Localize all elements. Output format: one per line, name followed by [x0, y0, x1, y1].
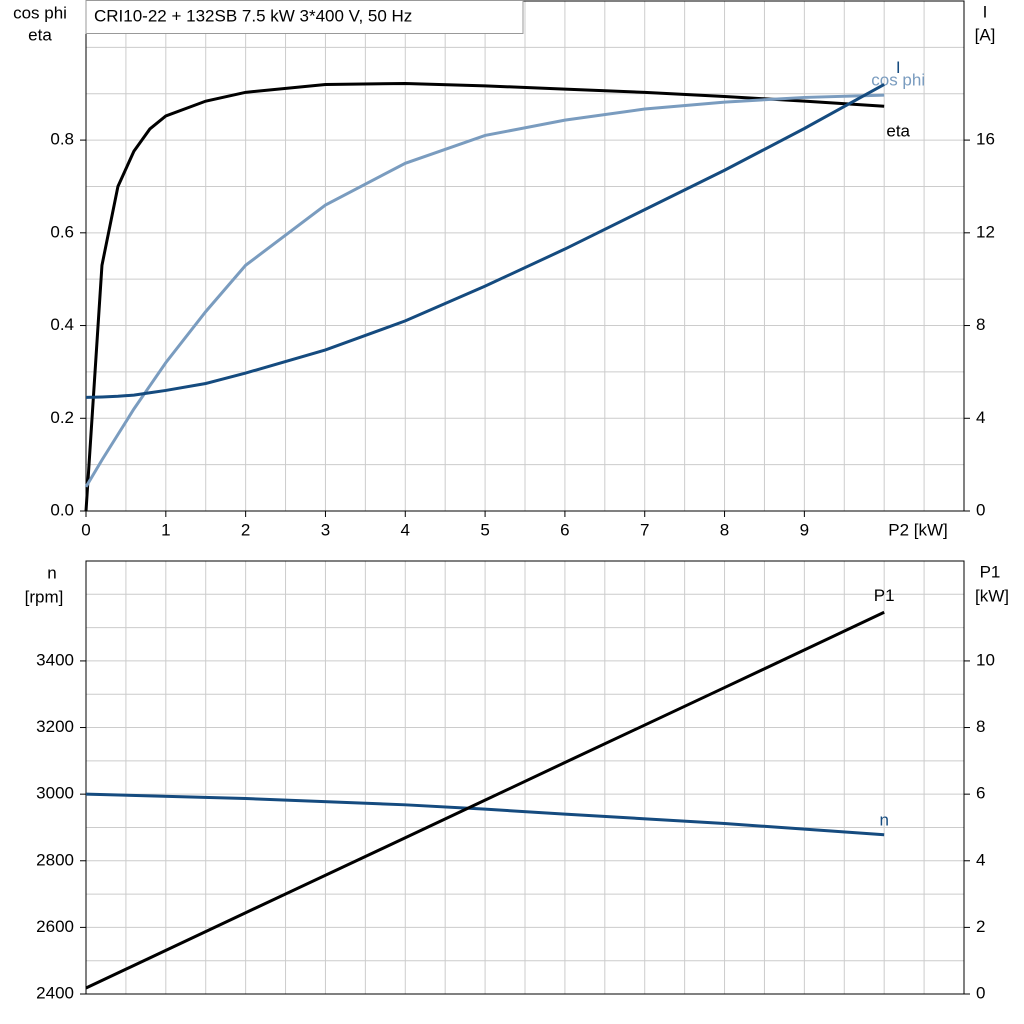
- y2-axis-label: [kW]: [975, 586, 1009, 605]
- y2-tick-label: 4: [976, 850, 985, 869]
- y2-tick-label: 0: [976, 500, 985, 519]
- y2-tick-label: 2: [976, 917, 985, 936]
- x-tick-label: 3: [321, 520, 330, 539]
- series-line: [84, 82, 885, 512]
- chart-title: CRI10-22 + 132SB 7.5 kW 3*400 V, 50 Hz: [94, 6, 412, 25]
- y-tick-label: 3000: [36, 784, 74, 803]
- y2-axis-label: [A]: [975, 25, 996, 44]
- x-axis-label: P2 [kW]: [888, 520, 948, 539]
- title-box: [85, 0, 524, 34]
- y2-tick-label: 4: [976, 408, 985, 427]
- series-line: [84, 93, 885, 488]
- y-tick-label: 3200: [36, 717, 74, 736]
- y-tick-label: 0.4: [50, 315, 74, 334]
- x-tick-label: 5: [480, 520, 489, 539]
- series-label: P1: [874, 586, 895, 605]
- x-tick-label: 0: [81, 520, 90, 539]
- series-label: cos phi: [871, 71, 925, 90]
- x-tick-label: 8: [720, 520, 729, 539]
- y-tick-label: 2800: [36, 850, 74, 869]
- y2-tick-label: 16: [976, 130, 995, 149]
- y-tick-label: 0.8: [50, 130, 74, 149]
- y-tick-label: 0.6: [50, 222, 74, 241]
- y2-tick-label: 8: [976, 717, 985, 736]
- y2-tick-label: 12: [976, 222, 995, 241]
- x-tick-label: 4: [401, 520, 410, 539]
- y2-axis-label: I: [983, 2, 988, 21]
- x-tick-label: 7: [640, 520, 649, 539]
- series-label: I: [896, 58, 901, 77]
- y-tick-label: 3400: [36, 650, 74, 669]
- y-tick-label: 0.2: [50, 408, 74, 427]
- y-axis-label: eta: [28, 25, 52, 44]
- x-tick-label: 2: [241, 520, 250, 539]
- y2-tick-label: 10: [976, 650, 995, 669]
- x-tick-label: 9: [800, 520, 809, 539]
- y-axis-label: n: [47, 563, 56, 582]
- y-tick-label: 2400: [36, 983, 74, 1002]
- series-line: [85, 83, 885, 399]
- y2-axis-label: P1: [980, 562, 1001, 581]
- x-tick-label: 6: [560, 520, 569, 539]
- y-tick-label: 0.0: [50, 500, 74, 519]
- series-line: [85, 610, 885, 990]
- plot-frame: [85, 560, 965, 995]
- y-tick-label: 2600: [36, 917, 74, 936]
- series-label: eta: [886, 122, 910, 141]
- y2-tick-label: 6: [976, 784, 985, 803]
- plot-frame: [85, 0, 965, 512]
- series-line: [85, 792, 885, 837]
- y-axis-label: cos phi: [13, 3, 67, 22]
- y-axis-label: [rpm]: [25, 587, 64, 606]
- y2-tick-label: 0: [976, 983, 985, 1002]
- series-label: n: [879, 810, 888, 829]
- x-tick-label: 1: [161, 520, 170, 539]
- y2-tick-label: 8: [976, 315, 985, 334]
